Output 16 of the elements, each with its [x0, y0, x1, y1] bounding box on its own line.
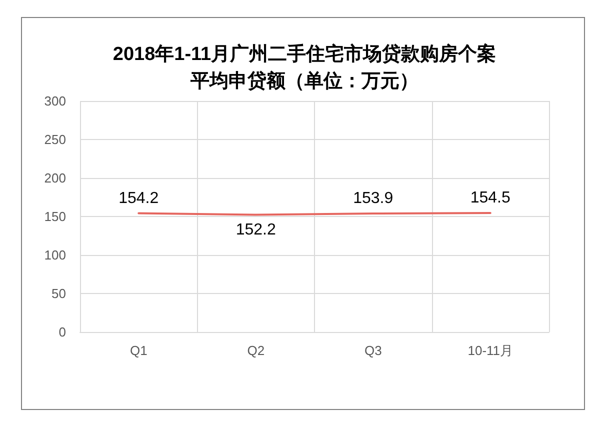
data-label: 152.2 — [236, 221, 276, 238]
chart-title: 2018年1-11月广州二手住宅市场贷款购房个案平均申贷额（单位：万元） — [112, 43, 496, 92]
y-tick-label: 250 — [44, 132, 66, 147]
y-tick-label: 0 — [58, 324, 66, 340]
x-tick-label: Q3 — [364, 343, 382, 358]
x-tick-label: 10-11月 — [468, 343, 514, 358]
y-tick-label: 300 — [44, 94, 66, 108]
x-tick-label: Q1 — [130, 343, 148, 358]
y-tick-label: 100 — [44, 248, 66, 262]
y-tick-label: 150 — [44, 209, 66, 224]
data-label: 153.9 — [353, 190, 394, 207]
y-tick-label: 50 — [52, 286, 66, 301]
data-label: 154.5 — [470, 190, 510, 207]
y-tick-label: 200 — [44, 170, 66, 186]
data-label: 154.2 — [118, 190, 159, 207]
x-tick-label: Q2 — [247, 343, 265, 358]
